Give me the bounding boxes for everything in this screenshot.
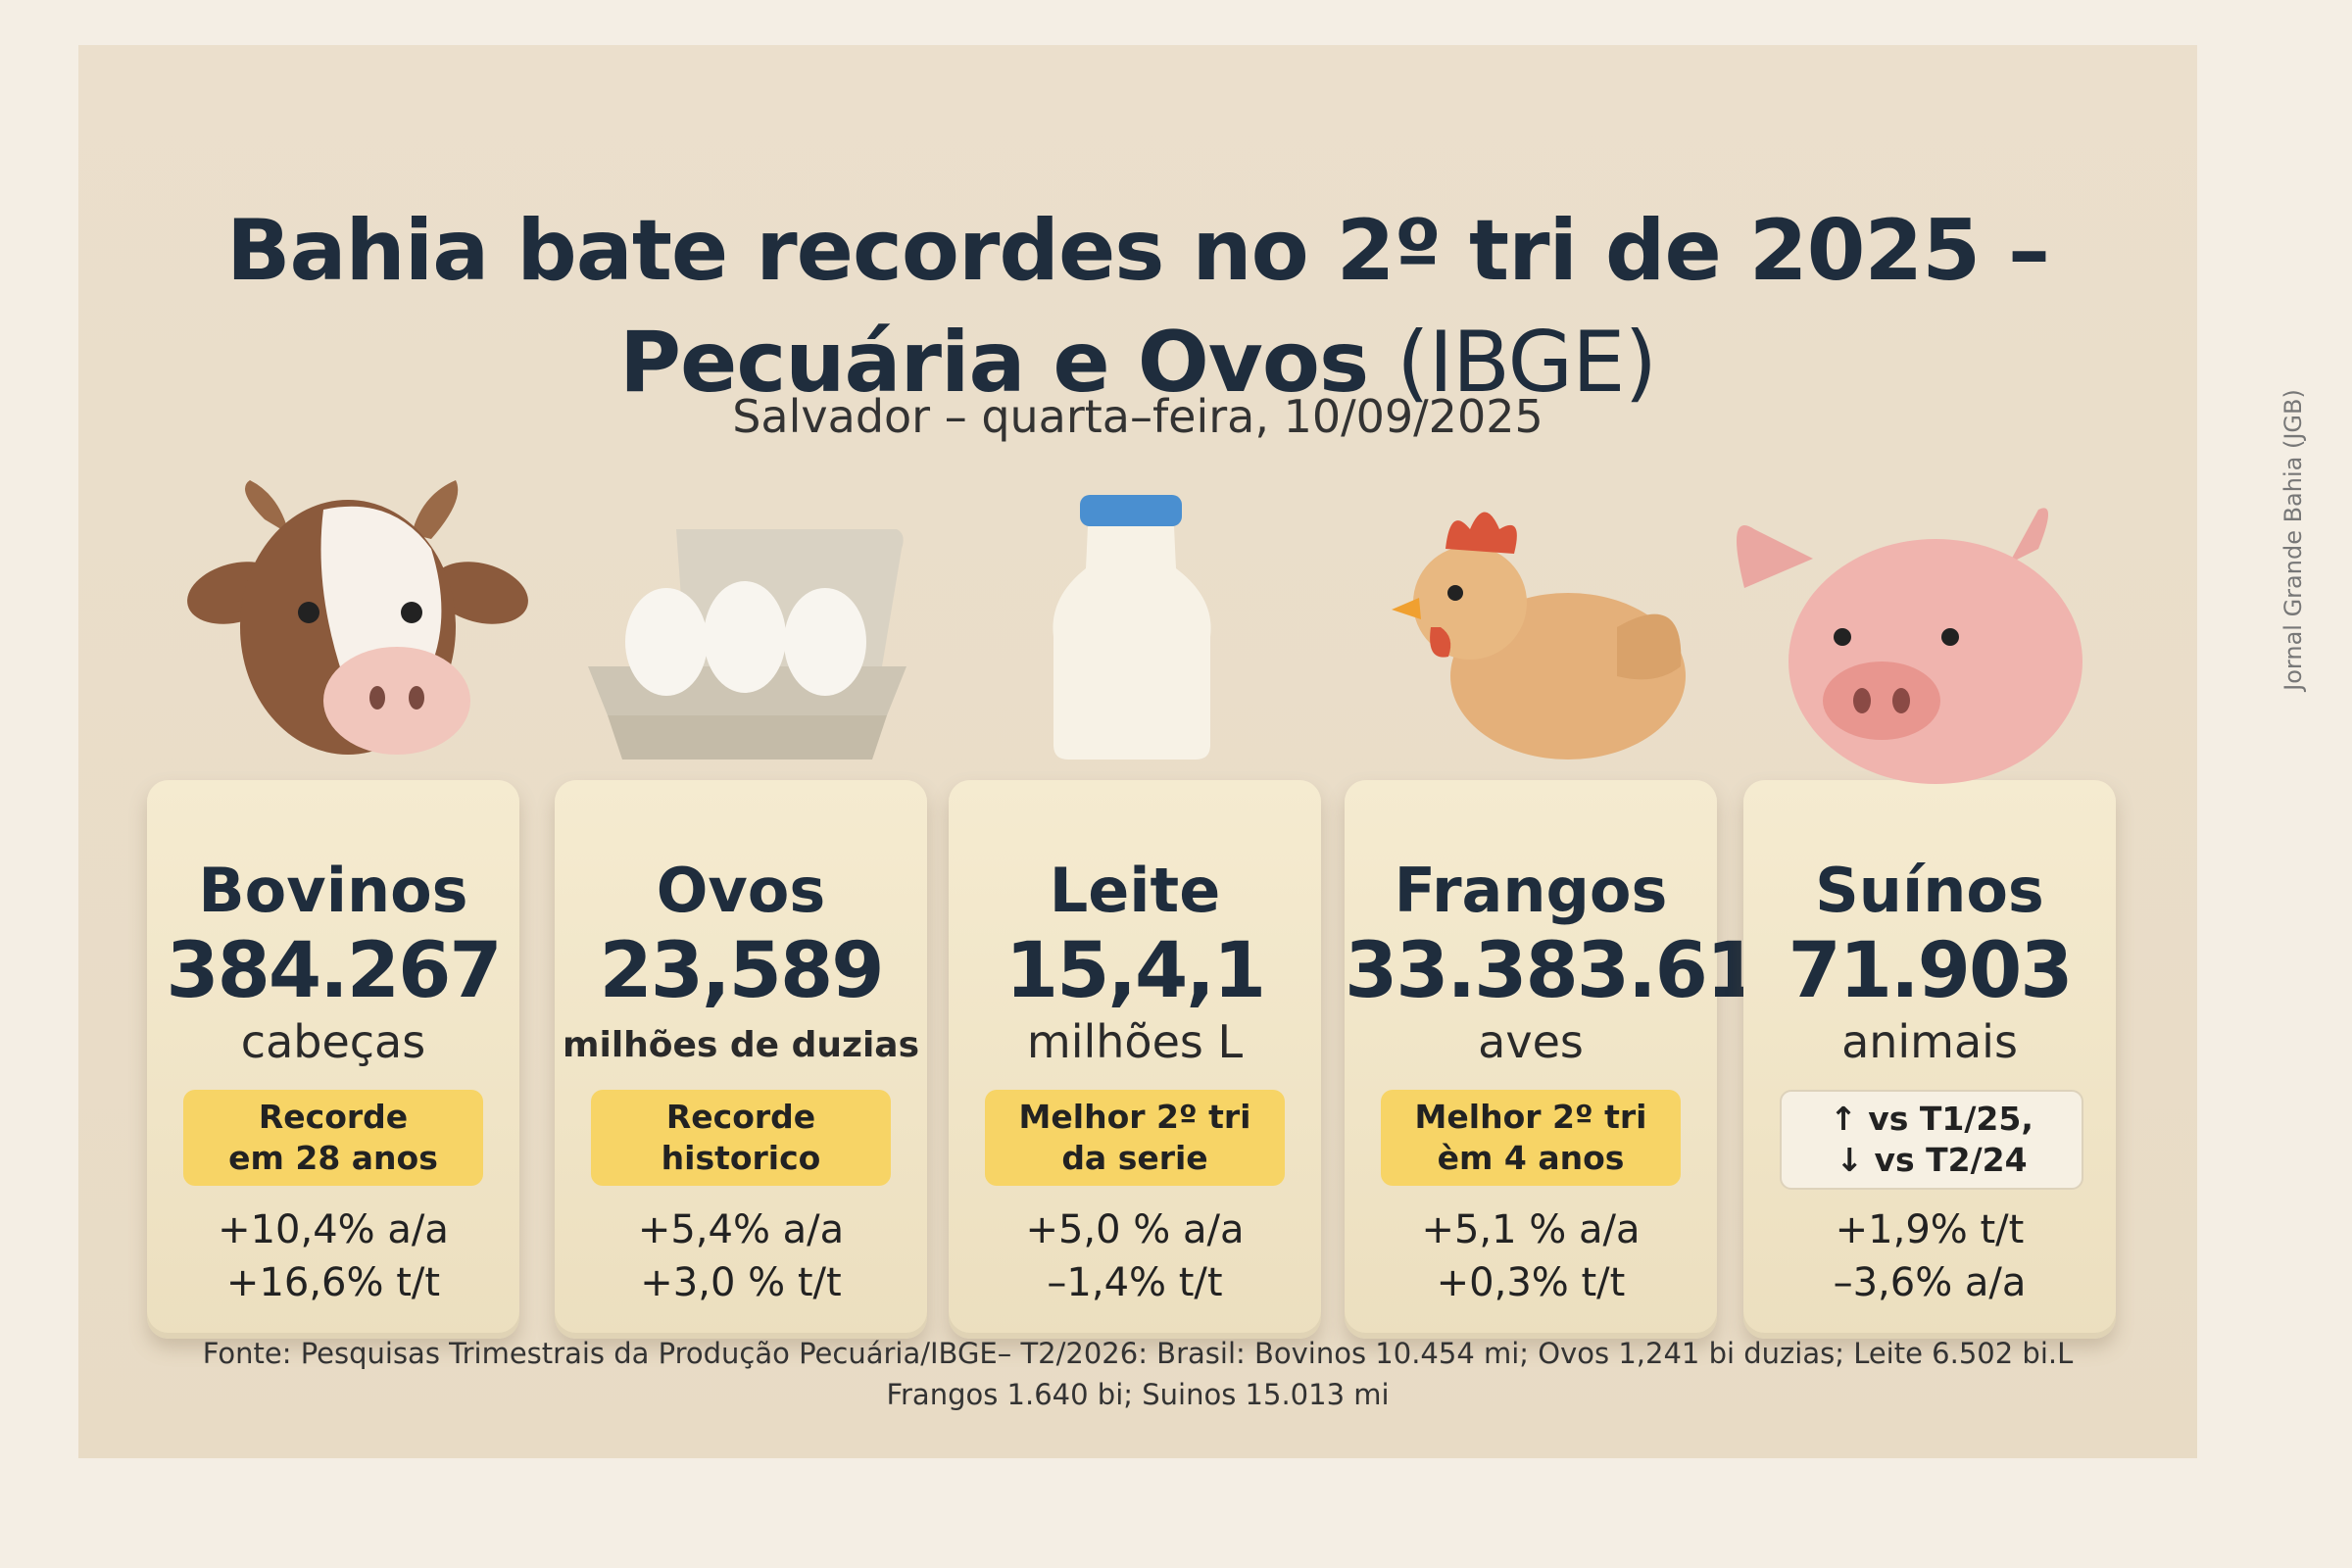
stat: +0,3% t/t <box>1436 1260 1626 1305</box>
card-unit: cabeças <box>240 1015 426 1068</box>
card-unit: aves <box>1478 1015 1584 1068</box>
title-light: (IBGE) <box>1396 314 1657 412</box>
stat: +16,6% t/t <box>225 1260 441 1305</box>
card-value: 71.903 <box>1788 927 2074 1015</box>
badge-line: Melhor 2º tri <box>1018 1098 1251 1136</box>
badge-line: historico <box>661 1139 821 1177</box>
chicken-icon <box>1392 512 1686 760</box>
stat: +5,1 % a/a <box>1421 1207 1641 1252</box>
card-value: 384.267 <box>166 927 502 1015</box>
title-line: Bahia bate recordes no 2º tri de 2025 – <box>225 202 2050 300</box>
card: Bovinos 384.267 cabeças Recorde em 28 anos +1… <box>147 780 519 1339</box>
card-name: Ovos <box>656 855 826 926</box>
title-line: Pecuária e Ovos (IBGE) <box>78 314 2197 412</box>
stat: –3,6% a/a <box>1833 1260 2027 1305</box>
badge: Recorde em 28 anos <box>183 1090 483 1186</box>
card-name: Frangos <box>1394 855 1668 926</box>
badge-line: Melhor 2º tri <box>1414 1098 1647 1136</box>
stat: +5,0 % a/a <box>1025 1207 1245 1252</box>
pig-icon <box>1737 508 2082 784</box>
card-value: 23,589 <box>599 927 885 1015</box>
card: Ovos 23,589 milhões de duzias Recorde histor… <box>555 780 927 1339</box>
footer-line: Frangos 1.640 bi; Suinos 15.013 mi <box>886 1378 1390 1411</box>
card-name: Suínos <box>1815 855 2044 926</box>
credit: Jornal Grande Bahia (JGB) <box>2279 389 2307 691</box>
badge-line: Recorde <box>665 1098 816 1136</box>
stat: +1,9% t/t <box>1835 1207 2025 1252</box>
stat: +5,4% a/a <box>637 1207 845 1252</box>
badge: Recorde historico <box>591 1090 891 1186</box>
stat: –1,4% t/t <box>1047 1260 1223 1305</box>
card-value: 15,4,1 <box>1004 927 1266 1015</box>
footer-line: Fonte: Pesquisas Trimestrais da Produção… <box>202 1337 2074 1370</box>
badge: ↑ vs T1/25, ↓ vs T2/24 <box>1780 1090 2083 1190</box>
cow-icon <box>187 480 528 755</box>
badge-line: ↑ vs T1/25, <box>1830 1100 2034 1138</box>
stat: +3,0 % t/t <box>640 1260 842 1305</box>
badge-line: Recorde <box>258 1098 409 1136</box>
badge-line: da serie <box>1061 1139 1208 1177</box>
badge-line: ↓ vs T2/24 <box>1836 1141 2028 1179</box>
badge-line: èm 4 anos <box>1437 1139 1625 1177</box>
badge: Melhor 2º tri da serie <box>985 1090 1285 1186</box>
card-name: Leite <box>1049 855 1221 926</box>
milk-icon <box>1053 495 1211 760</box>
badge-line: em 28 anos <box>228 1139 438 1177</box>
badge: Melhor 2º tri èm 4 anos <box>1381 1090 1681 1186</box>
icons <box>187 480 2082 784</box>
subtitle: Salvador – quarta–feira, 10/09/2025 <box>732 390 1544 443</box>
title-bold: Pecuária e Ovos <box>618 314 1369 412</box>
card-unit: milhões de duzias <box>562 1025 920 1065</box>
card: Frangos 33.383.617 aves Melhor 2º tri èm 4 a… <box>1345 780 1810 1339</box>
card-name: Bovinos <box>198 855 468 926</box>
card: Suínos 71.903 animais ↑ vs T1/25, ↓ vs T2/24… <box>1743 780 2116 1339</box>
card: Leite 15,4,1 milhões L Melhor 2º tri da seri… <box>949 780 1321 1339</box>
card-unit: milhões L <box>1026 1015 1244 1068</box>
stat: +10,4% a/a <box>218 1207 449 1252</box>
card-unit: animais <box>1841 1015 2018 1068</box>
card-value: 33.383.617 <box>1345 927 1810 1015</box>
eggs-icon <box>588 529 906 760</box>
